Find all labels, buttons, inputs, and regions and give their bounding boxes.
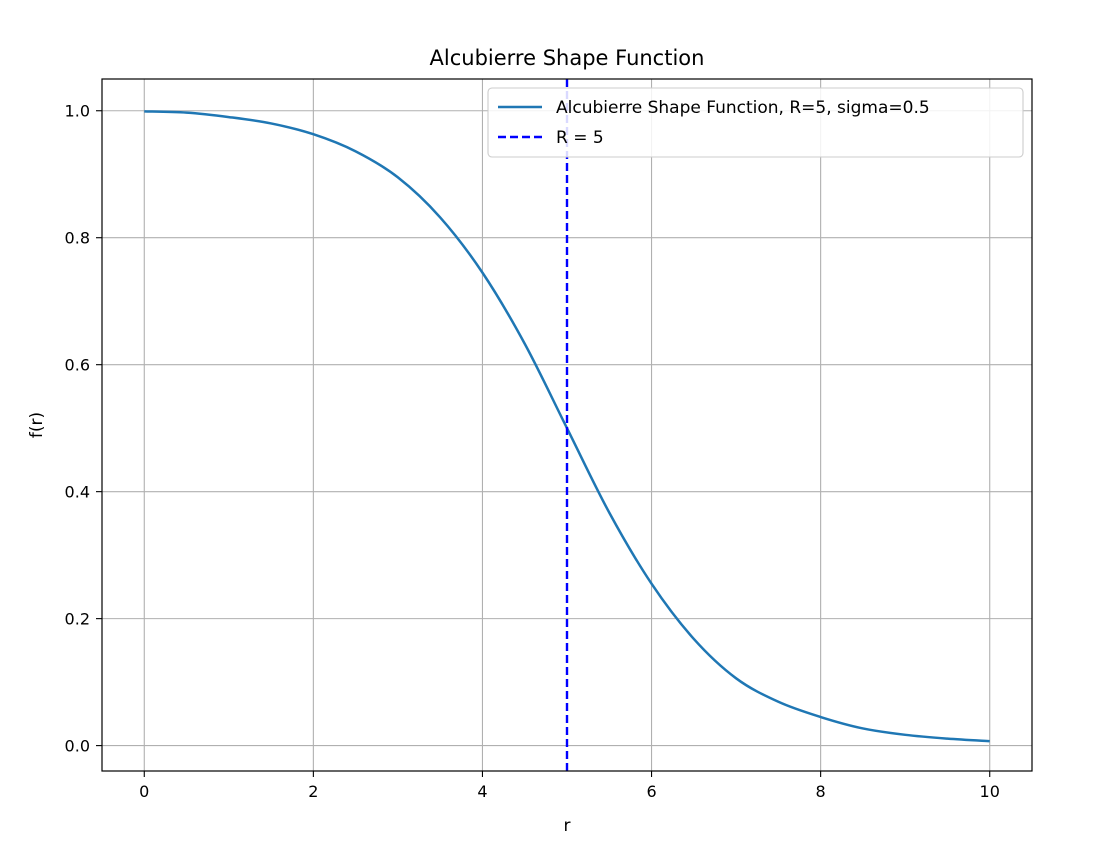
chart-title: Alcubierre Shape Function: [430, 46, 705, 70]
legend: Alcubierre Shape Function, R=5, sigma=0.…: [487, 87, 1024, 158]
x-tick-label: 6: [646, 782, 656, 801]
y-tick-label: 1.0: [65, 102, 90, 121]
x-axis-label: r: [564, 816, 571, 836]
y-tick-label: 0.8: [65, 229, 90, 248]
x-tick-label: 0: [139, 782, 149, 801]
legend-box: [487, 87, 1024, 158]
x-tick-label: 4: [477, 782, 487, 801]
y-axis-label: f(r): [27, 412, 47, 438]
x-tick-label: 2: [308, 782, 318, 801]
y-tick-label: 0.0: [65, 737, 90, 756]
x-tick-label: 8: [816, 782, 826, 801]
y-axis-ticks: 0.0 0.2 0.4 0.6 0.8 1.0: [65, 102, 102, 756]
y-tick-label: 0.2: [65, 610, 90, 629]
y-tick-label: 0.4: [65, 483, 90, 502]
plot-series: [144, 79, 990, 771]
x-tick-label: 10: [980, 782, 1000, 801]
legend-entry-label: Alcubierre Shape Function, R=5, sigma=0.…: [556, 98, 930, 118]
axes-frame: [101, 78, 1033, 772]
legend-entry-label: R = 5: [556, 128, 604, 148]
y-tick-label: 0.6: [65, 356, 90, 375]
x-axis-ticks: 0 2 4 6 8 10: [139, 771, 1000, 801]
